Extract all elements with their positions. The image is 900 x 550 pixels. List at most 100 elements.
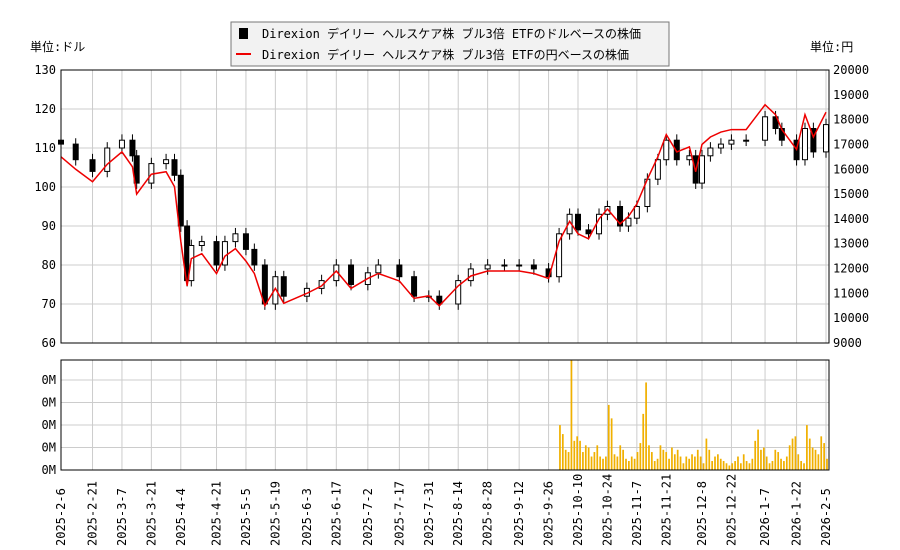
volume-bar bbox=[564, 449, 567, 470]
candle-body bbox=[654, 159, 661, 180]
candle-body bbox=[89, 159, 96, 172]
x-tick-label: 2026-2-5 bbox=[819, 488, 833, 546]
volume-bar bbox=[625, 458, 627, 470]
candle-body bbox=[251, 248, 258, 266]
candle-body bbox=[242, 233, 249, 250]
candle-body bbox=[575, 213, 582, 231]
volume-bar bbox=[794, 436, 797, 470]
candle-body bbox=[801, 128, 808, 161]
volume-bar bbox=[694, 456, 696, 470]
legend-usd: Direxion デイリー ヘルスケア株 ブル3倍 ETFのドルベースの株価 bbox=[262, 26, 641, 41]
candle-body bbox=[728, 139, 735, 145]
volume-bar bbox=[682, 463, 685, 470]
x-tick-label: 2025-7-2 bbox=[361, 488, 375, 546]
candle-body bbox=[516, 264, 523, 267]
candle-body bbox=[177, 174, 184, 227]
volume-bar bbox=[636, 452, 639, 470]
volume-bar bbox=[739, 463, 742, 470]
volume-bar bbox=[587, 447, 590, 470]
jpy-price-line bbox=[60, 103, 827, 308]
candle-body bbox=[163, 159, 170, 165]
x-tick-label: 2025-10-24 bbox=[600, 474, 614, 546]
x-tick-label: 2025-5-5 bbox=[239, 488, 253, 546]
x-tick-label: 2025-2-21 bbox=[86, 481, 100, 546]
y-tick-left: 60 bbox=[42, 336, 56, 350]
volume-bar bbox=[673, 454, 676, 470]
volume-bar bbox=[748, 463, 751, 470]
volume-bar bbox=[593, 452, 596, 470]
volume-bar bbox=[659, 445, 662, 470]
candle-body bbox=[707, 147, 714, 157]
candle-body bbox=[633, 206, 640, 219]
x-tick-label: 2025-9-12 bbox=[512, 481, 526, 546]
legend-jpy: Direxion デイリー ヘルスケア株 ブル3倍 ETFの円ベースの株価 bbox=[262, 47, 629, 62]
y-tick-right: 11000 bbox=[833, 286, 869, 300]
volume-bar bbox=[791, 438, 794, 470]
x-tick-label: 2025-8-28 bbox=[481, 481, 495, 546]
x-tick-label: 2025-4-21 bbox=[210, 481, 224, 546]
volume-bar bbox=[754, 440, 757, 470]
candle-body bbox=[762, 116, 769, 141]
y-tick-right: 18000 bbox=[833, 113, 869, 127]
candle-body bbox=[272, 276, 279, 305]
volume-y-tick: 0M bbox=[42, 396, 56, 410]
price-plot-frame bbox=[60, 69, 830, 344]
y-tick-right: 16000 bbox=[833, 162, 869, 176]
candle-body bbox=[823, 124, 829, 153]
volume-bar bbox=[708, 449, 711, 470]
volume-bar bbox=[576, 436, 579, 470]
legend: Direxion デイリー ヘルスケア株 ブル3倍 ETFのドルベースの株価 D… bbox=[230, 21, 670, 67]
volume-bar bbox=[771, 461, 774, 470]
volume-bar bbox=[742, 454, 745, 470]
volume-bar bbox=[561, 434, 564, 470]
volume-bar bbox=[688, 458, 691, 470]
volume-bar bbox=[820, 436, 823, 470]
volume-bar bbox=[645, 382, 647, 470]
volume-bar bbox=[633, 458, 636, 470]
volume-bar bbox=[616, 456, 619, 470]
y-tick-right: 12000 bbox=[833, 262, 869, 276]
x-tick-label: 2025-7-17 bbox=[392, 481, 406, 546]
volume-bar bbox=[774, 449, 777, 470]
volume-bar bbox=[622, 449, 624, 470]
candle-body bbox=[280, 276, 287, 297]
y-tick-left: 70 bbox=[42, 297, 56, 311]
x-tick-label: 2025-5-19 bbox=[268, 481, 282, 546]
volume-bar bbox=[760, 449, 762, 470]
candle-body bbox=[129, 139, 136, 157]
volume-bar bbox=[711, 461, 713, 470]
candle-body bbox=[375, 264, 382, 274]
x-tick-label: 2025-6-17 bbox=[329, 481, 343, 546]
volume-y-tick: 0M bbox=[42, 463, 56, 477]
volume-bar bbox=[765, 456, 768, 470]
candle-body bbox=[171, 159, 178, 176]
volume-bar bbox=[737, 456, 739, 470]
candle-body bbox=[213, 241, 220, 266]
volume-y-tick: 0M bbox=[42, 373, 56, 387]
volume-bar bbox=[777, 452, 780, 470]
volume-bar bbox=[573, 440, 576, 470]
candle-body bbox=[556, 233, 563, 278]
volume-bar bbox=[714, 456, 716, 470]
volume-bar bbox=[639, 443, 642, 470]
candle-body bbox=[104, 147, 111, 172]
x-tick-label: 2025-11-21 bbox=[659, 474, 673, 546]
volume-bar bbox=[650, 452, 653, 470]
x-tick-label: 2025-4-4 bbox=[174, 488, 188, 546]
volume-bar bbox=[607, 404, 610, 470]
volume-bar bbox=[610, 418, 613, 470]
x-tick-label: 2025-7-31 bbox=[422, 481, 436, 546]
volume-bar bbox=[648, 445, 650, 470]
candle-body bbox=[221, 241, 228, 266]
volume-bar bbox=[665, 452, 668, 470]
volume-bar bbox=[584, 445, 587, 470]
volume-bar bbox=[751, 458, 754, 470]
x-tick-label: 2025-11-7 bbox=[630, 481, 644, 546]
y-tick-right: 20000 bbox=[833, 63, 869, 77]
volume-bar bbox=[803, 463, 805, 470]
volume-bar bbox=[668, 458, 670, 470]
candle-body bbox=[585, 229, 592, 235]
volume-bar bbox=[722, 461, 725, 470]
x-tick-label: 2026-1-22 bbox=[790, 481, 804, 546]
